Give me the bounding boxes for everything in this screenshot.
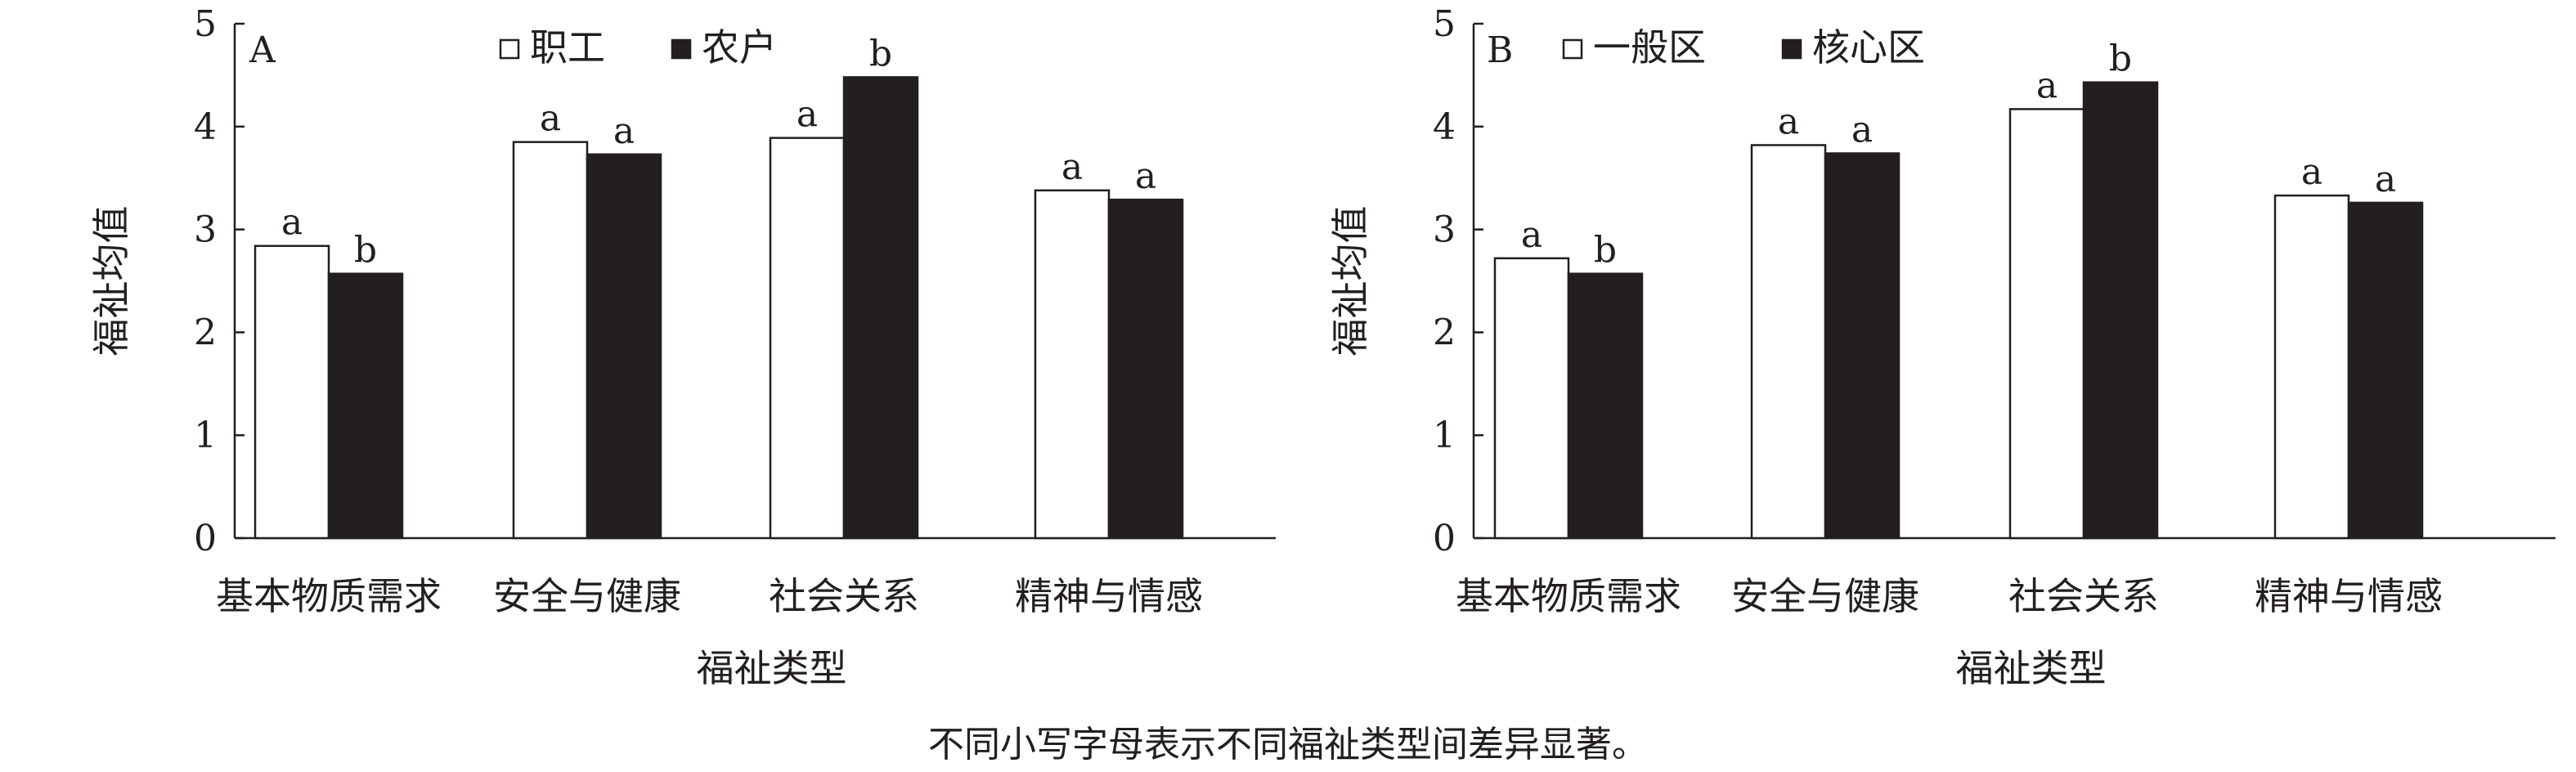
significance-letter: b — [1594, 230, 1617, 272]
significance-letter: a — [1521, 214, 1542, 256]
significance-letter: a — [2036, 65, 2058, 106]
significance-letter: a — [281, 202, 303, 244]
legend-label: 职工 — [530, 25, 605, 70]
x-tick-label: 社会关系 — [769, 574, 919, 618]
y-tick-label: 4 — [194, 106, 217, 148]
bar-black — [1107, 198, 1184, 540]
legend-label: 一般区 — [1593, 25, 1706, 70]
significance-letter: b — [869, 33, 892, 74]
x-tick-label: 基本物质需求 — [216, 574, 442, 618]
y-tick-label: 0 — [194, 518, 217, 559]
significance-letter: a — [2375, 159, 2396, 200]
x-tick-label: 社会关系 — [2008, 574, 2159, 618]
panel-label: A — [249, 29, 276, 71]
x-tick-label: 安全与健康 — [493, 574, 681, 618]
y-tick-label: 4 — [1433, 106, 1456, 148]
bar-white — [1750, 144, 1827, 540]
bar-white — [254, 245, 330, 540]
legend-swatch-white — [499, 38, 520, 60]
significance-letter: a — [2301, 151, 2322, 193]
figure-caption: 不同小写字母表示不同福祉类型间差异显著。 — [928, 724, 1648, 765]
y-tick-label: 2 — [1433, 312, 1456, 353]
x-tick-label: 安全与健康 — [1731, 574, 1919, 618]
significance-letter: a — [797, 94, 818, 136]
significance-letter: a — [1851, 110, 1873, 151]
legend-label: 核心区 — [1812, 25, 1925, 70]
significance-letter: a — [613, 110, 635, 152]
bar-black — [2082, 81, 2159, 540]
significance-letter: a — [540, 98, 561, 140]
bar-black — [842, 76, 919, 540]
legend-label: 农户 — [702, 25, 777, 70]
bar-black — [586, 153, 662, 540]
y-tick-label: 5 — [1433, 3, 1456, 45]
x-tick-label: 精神与情感 — [2255, 574, 2443, 618]
significance-letter: b — [2109, 38, 2132, 80]
bar-white — [1034, 189, 1111, 540]
significance-letter: a — [1061, 146, 1083, 188]
y-tick-label: 1 — [1433, 415, 1456, 456]
bar-black — [327, 272, 404, 540]
chart-panel-a: 0 1 2 3 4 5 福祉均值 a b 基本物质需求 a a 安全与健康 a b 社会关系 a a 精神与情感福祉… — [89, 3, 1276, 690]
y-tick-label: 2 — [194, 312, 217, 353]
x-axis-title: 福祉类型 — [697, 646, 847, 690]
chart-panel-b: 0 1 2 3 4 5 福祉均值 a b 基本物质需求 a a 安全与健康 a b 社会关系 a a 精神与情感福祉… — [1328, 3, 2556, 690]
x-tick-label: 基本物质需求 — [1456, 574, 1681, 618]
significance-letter: a — [1778, 101, 1799, 142]
y-tick-label: 5 — [194, 3, 217, 45]
panel-label: B — [1487, 29, 1513, 71]
y-tick-label: 3 — [194, 209, 217, 251]
legend-swatch-black — [671, 38, 692, 60]
bar-white — [1493, 257, 1570, 540]
bar-black — [1824, 152, 1901, 540]
y-axis-title: 福祉均值 — [89, 206, 133, 357]
y-axis-title: 福祉均值 — [1328, 206, 1372, 357]
x-tick-label: 精神与情感 — [1015, 574, 1203, 618]
bar-white — [769, 137, 846, 540]
legend-swatch-black — [1781, 38, 1802, 60]
bar-white — [2273, 194, 2350, 540]
bar-black — [2347, 201, 2424, 540]
bar-black — [1567, 272, 1644, 540]
x-axis-title: 福祉类型 — [1956, 646, 2107, 690]
bar-white — [2008, 108, 2085, 540]
significance-letter: a — [1135, 155, 1156, 197]
y-tick-label: 3 — [1433, 209, 1456, 251]
significance-letter: b — [354, 230, 377, 272]
y-tick-label: 0 — [1433, 518, 1456, 559]
bar-white — [512, 141, 589, 540]
y-tick-label: 1 — [194, 415, 217, 456]
legend-swatch-white — [1562, 38, 1583, 60]
